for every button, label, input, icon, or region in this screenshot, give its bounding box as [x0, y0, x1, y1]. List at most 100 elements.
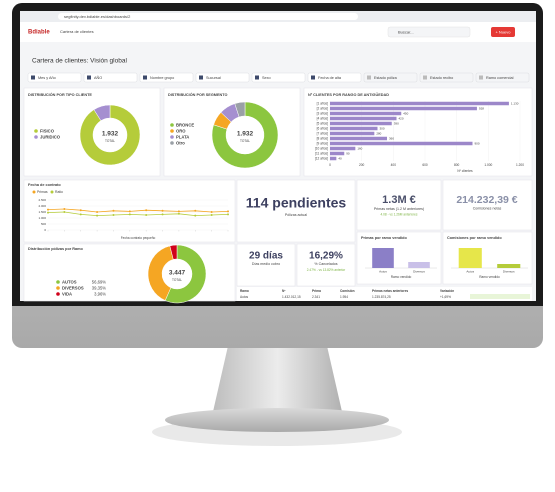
kpi-label: Pólizas actual — [285, 213, 307, 217]
filter[interactable] — [307, 72, 362, 83]
center-value: 3.447 — [169, 270, 186, 277]
breadcrumb[interactable]: Cartera de clientes — [60, 29, 94, 34]
x-tick-label: 800 — [454, 163, 460, 167]
search-box[interactable] — [387, 26, 471, 38]
x-axis-label: Ramo vendido — [391, 275, 412, 279]
chart-title: Comisiones por ramo vendido — [447, 236, 502, 240]
point — [194, 209, 197, 212]
filter-icon — [367, 75, 371, 80]
filter-label[interactable]: Sexo — [262, 76, 271, 80]
value-label: 280 — [376, 131, 381, 135]
bar — [330, 116, 397, 121]
filter[interactable] — [83, 72, 138, 83]
point — [177, 212, 180, 215]
search[interactable]: Buscar... — [398, 29, 414, 34]
legend-label: Primas — [37, 190, 48, 194]
table-header: Variación — [440, 289, 454, 293]
y-tick-label: 2.500 — [38, 198, 46, 202]
kpi-note: 4.08 - vs 1.26M anteriores — [380, 213, 417, 217]
kpi-label: % Cancelados — [314, 262, 337, 266]
table-bg — [237, 287, 532, 301]
chart-title: Fecha de contrato — [28, 183, 61, 187]
value-label: 450 — [403, 111, 408, 115]
kpi-label: Primas netas (1.2 M anteriores) — [374, 207, 424, 211]
point — [47, 211, 49, 214]
legend-label: Otro — [176, 140, 185, 145]
point — [128, 213, 131, 216]
panel — [236, 243, 296, 287]
panel — [442, 179, 533, 231]
y-tick-label: 1.000 — [38, 216, 46, 220]
y-tick-label: [8 años] — [317, 136, 328, 140]
y-tick-label: [2 años] — [317, 106, 328, 110]
filter-icon — [255, 75, 259, 80]
filter[interactable] — [27, 72, 82, 83]
center-label: TOTAL — [240, 139, 250, 143]
filter-icon — [423, 75, 427, 80]
pie-slice — [211, 101, 279, 169]
panel — [356, 179, 442, 231]
new-button-label[interactable]: + Nuevo — [495, 29, 511, 34]
filter-icon — [199, 75, 203, 80]
y-tick-label: 2.000 — [38, 204, 46, 208]
new-button[interactable] — [491, 27, 515, 37]
kpi-note: 2.47% - vs 13.82% anterior — [307, 268, 346, 272]
chart-title: Nº CLIENTES POR RANGO DE ANTIGÜEDAD — [308, 92, 389, 97]
filter[interactable] — [139, 72, 194, 83]
table-header: Nº — [282, 289, 286, 293]
value-label: 300 — [380, 126, 385, 130]
x-tick-label: 1.200 — [516, 163, 524, 167]
filter[interactable] — [475, 72, 530, 83]
filter-icon — [143, 75, 147, 80]
y-tick-label: [9 años] — [317, 141, 328, 145]
legend-swatch — [34, 135, 38, 139]
point — [128, 210, 131, 213]
filter-label[interactable]: Ramo comercial — [486, 76, 514, 80]
point — [79, 213, 82, 216]
chart-title: Primas por ramo vendido — [361, 236, 407, 240]
x-tick-label: Autos — [379, 269, 387, 273]
filter[interactable] — [363, 72, 418, 83]
filter-label[interactable]: Fecha de alta — [318, 76, 342, 80]
filter-label[interactable]: Nombre grupo — [150, 76, 174, 80]
legend-swatch — [170, 123, 174, 127]
legend-swatch — [170, 129, 174, 133]
stand-neck — [212, 346, 343, 416]
legend-swatch — [34, 129, 38, 133]
x-axis-label: Nº clientes — [457, 169, 473, 173]
filters: Mes y Año AÑO Nombre grupo Sucursal Sexo Fech… — [27, 72, 530, 83]
chart-title: Distribución pólizas por Ramo — [28, 247, 84, 251]
pie-slice — [79, 104, 141, 166]
bar — [330, 136, 387, 141]
filter-label[interactable]: Estado recibo — [430, 76, 453, 80]
x-tick-label: 1.000 — [484, 163, 492, 167]
legend-label: Ratio — [55, 190, 63, 194]
filter[interactable] — [195, 72, 250, 83]
legend-swatch — [56, 280, 60, 284]
filter[interactable] — [251, 72, 306, 83]
point — [79, 209, 82, 212]
filter-label[interactable]: Sucursal — [206, 76, 221, 80]
legend-label: BRONCE — [176, 122, 194, 127]
y-tick-label: [6 años] — [317, 126, 328, 130]
table-header: Primas netas anteriores — [372, 289, 408, 293]
filter[interactable] — [419, 72, 474, 83]
legend-swatch — [170, 141, 174, 145]
table-cell: 1.432.012,15 — [282, 295, 301, 299]
table-highlight — [470, 294, 530, 299]
bar — [330, 131, 375, 136]
y-tick-label: [12 años] — [315, 156, 328, 160]
kpi-label: Días medio cobro — [252, 262, 280, 266]
filter-label[interactable]: Mes y Año — [38, 76, 56, 80]
x-tick-label: 400 — [391, 163, 397, 167]
kpi-value: 114 pendientes — [246, 195, 347, 211]
x-tick-label: 600 — [422, 163, 428, 167]
y-tick-label: 1.500 — [38, 210, 46, 214]
point — [227, 210, 229, 213]
table: Ramo Nº Prima Comisión Primas netas anterior… — [237, 287, 532, 301]
filter-label[interactable]: AÑO — [94, 75, 102, 80]
filter-label[interactable]: Estado póliza — [374, 76, 398, 80]
legend-swatch — [56, 292, 60, 296]
